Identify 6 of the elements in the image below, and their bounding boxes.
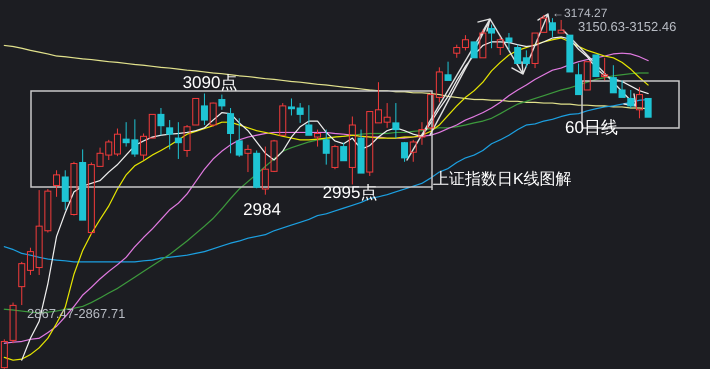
- annotation: 3090点: [182, 73, 238, 92]
- annotation: 2995点: [322, 183, 378, 202]
- annotation: ←3174.27: [552, 6, 608, 20]
- annotation: 2984: [243, 200, 281, 219]
- annotation: 3150.63-3152.46: [578, 19, 676, 34]
- annotation: 上证指数日K线图解: [433, 171, 572, 188]
